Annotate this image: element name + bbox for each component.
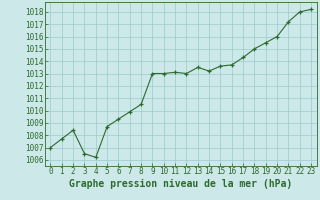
X-axis label: Graphe pression niveau de la mer (hPa): Graphe pression niveau de la mer (hPa) <box>69 179 292 189</box>
